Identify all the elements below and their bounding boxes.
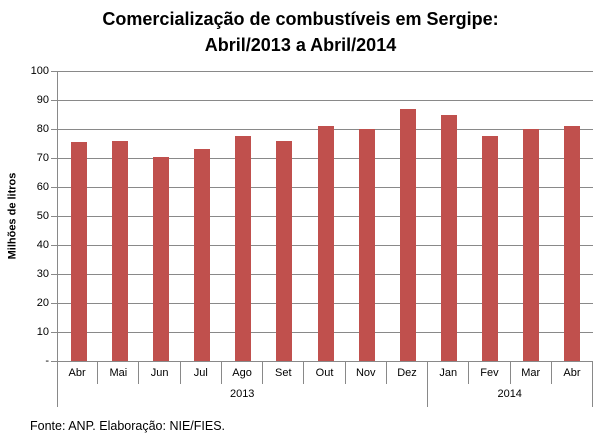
y-tick-mark [51, 158, 61, 159]
bar-fev-10 [482, 136, 499, 361]
source-note: Fonte: ANP. Elaboração: NIE/FIES. [30, 419, 226, 433]
y-tick-mark [51, 245, 61, 246]
x-tick-label: Jul [181, 362, 222, 384]
x-tick-label: Jan [428, 362, 470, 384]
x-tick-label: Nov [346, 362, 387, 384]
x-axis-month-labels: Abr Mai Jun Jul Ago Set Out Nov Dez Jan Fev Mar Abr [57, 362, 592, 384]
x-tick-label: Jun [139, 362, 181, 384]
chart-title-line2: Abril/2013 a Abril/2014 [204, 35, 397, 55]
bar-nov-7 [358, 129, 375, 361]
x-tick-label: Dez [387, 362, 429, 384]
y-tick-mark [51, 274, 61, 275]
bar-out-6 [317, 126, 334, 361]
x-tick-label: Fev [469, 362, 511, 384]
y-tick-mark [51, 216, 61, 217]
y-tick-label: 90 [36, 94, 49, 106]
y-tick-label: 40 [36, 239, 49, 251]
y-tick-label: 60 [36, 181, 49, 193]
bar-jul-3 [194, 149, 211, 361]
y-tick-mark [51, 129, 61, 130]
bar-ago-4 [235, 136, 252, 361]
y-tick-mark [51, 100, 61, 101]
plot-area [57, 71, 593, 362]
y-tick-label: 20 [36, 297, 49, 309]
y-tick-mark [51, 332, 61, 333]
bar-abr-12 [564, 126, 581, 361]
axis-group-separator [592, 361, 593, 407]
bar-jan-9 [440, 114, 457, 361]
y-tick-label: 10 [36, 326, 49, 338]
x-axis-year-labels: 2013 2014 [57, 384, 592, 408]
x-tick-label: Mai [98, 362, 140, 384]
year-group-label: 2013 [229, 388, 255, 400]
bar-jun-2 [152, 157, 169, 361]
bar-mar-11 [523, 129, 540, 361]
gridline [58, 71, 593, 72]
y-tick-mark [51, 71, 61, 72]
y-tick-label: 70 [36, 152, 49, 164]
x-tick-label: Ago [222, 362, 264, 384]
year-group-label: 2014 [497, 388, 522, 400]
y-tick-mark [51, 361, 61, 362]
bar-set-5 [276, 140, 293, 361]
y-tick-label: 50 [36, 210, 49, 222]
x-tick-label: Set [263, 362, 305, 384]
y-tick-mark [51, 187, 61, 188]
chart-title-line1: Comercialização de combustíveis em Sergi… [102, 9, 499, 29]
bar-mai-1 [111, 140, 128, 361]
x-tick-label: Abr [563, 367, 581, 379]
y-tick-label: - [45, 355, 49, 367]
x-tick-label: Abr [57, 362, 99, 384]
bar-abr-0 [70, 142, 87, 361]
y-tick-mark [51, 303, 61, 304]
axis-group-separator [427, 361, 429, 407]
gridline [58, 100, 593, 101]
bar-dez-8 [399, 108, 416, 361]
x-tick-label: Out [304, 362, 346, 384]
y-tick-label: 80 [36, 123, 49, 135]
y-tick-label: 30 [36, 268, 49, 280]
y-tick-label: 100 [30, 65, 49, 77]
chart-title: Comercialização de combustíveis em Sergi… [0, 6, 601, 58]
axis-group-separator [57, 361, 58, 407]
x-tick-label: Mar [511, 362, 552, 384]
